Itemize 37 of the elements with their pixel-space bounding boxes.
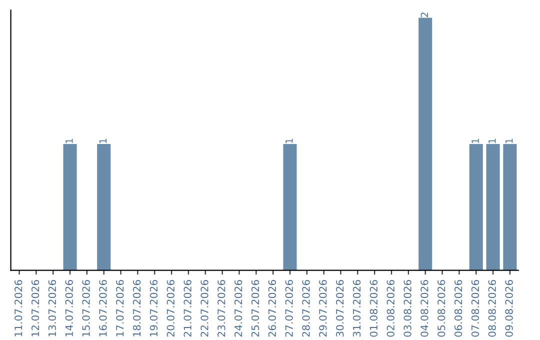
- x-tick-label: 06.08.2026: [454, 280, 462, 337]
- x-tick-label: 21.07.2026: [184, 280, 192, 337]
- x-tick-label: 02.08.2026: [386, 280, 394, 337]
- data-label: 2: [420, 12, 428, 18]
- x-tick-label: 26.07.2026: [268, 280, 276, 337]
- x-tick-label: 31.07.2026: [352, 280, 361, 337]
- x-tick-label: 30.07.2026: [336, 280, 344, 337]
- x-tick-label: 18.07.2026: [132, 280, 141, 336]
- x-tick-label: 09.08.2026: [505, 280, 513, 337]
- x-tick-label: 03.08.2026: [404, 280, 412, 337]
- x-tick-label: 15.07.2026: [82, 280, 90, 336]
- x-tick-label: 22.07.2026: [200, 280, 208, 337]
- data-label: 1: [286, 138, 293, 143]
- data-label: 1: [472, 138, 479, 143]
- x-tick-label: 11.07.2026: [14, 280, 22, 336]
- data-label: 1: [66, 138, 73, 143]
- data-label: 1: [506, 138, 513, 143]
- x-tick-label: 14.07.2026: [65, 280, 73, 336]
- x-tick-label: 01.08.2026: [370, 280, 378, 337]
- x-tick-label: 12.07.2026: [31, 280, 40, 336]
- x-tick-label: 20.07.2026: [166, 280, 174, 337]
- data-label: 1: [488, 138, 496, 143]
- x-tick-label: 16.07.2026: [99, 280, 107, 336]
- x-tick-label: 27.07.2026: [285, 280, 293, 337]
- x-tick-label: 25.07.2026: [251, 280, 260, 337]
- x-tick-label: 28.07.2026: [302, 280, 310, 337]
- x-tick-label: 17.07.2026: [116, 280, 124, 336]
- x-tick-label: 07.08.2026: [471, 280, 480, 337]
- x-tick-label: 13.07.2026: [48, 280, 56, 336]
- x-tick-label: 19.07.2026: [150, 280, 158, 336]
- x-tick-label: 23.07.2026: [218, 280, 226, 337]
- x-tick-label: 04.08.2026: [420, 280, 428, 337]
- x-tick-label: 05.08.2026: [438, 280, 446, 337]
- x-tick-label: 08.08.2026: [488, 280, 496, 337]
- x-tick-label: 24.07.2026: [234, 280, 242, 337]
- x-tick-label: 29.07.2026: [319, 280, 327, 337]
- data-label: 1: [99, 138, 107, 143]
